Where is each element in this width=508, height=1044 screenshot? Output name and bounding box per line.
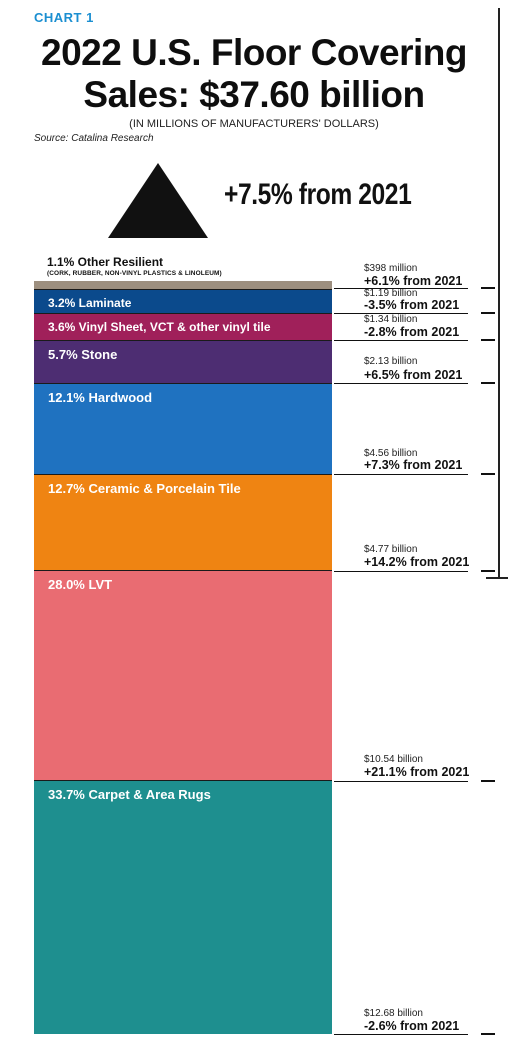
leader-dash [481,287,495,289]
change-stone: +6.5% from 2021 [364,368,463,382]
leader-dash [481,473,495,475]
bar-segment-other-resilient [34,281,332,290]
value-laminate: $1.19 billion [364,288,418,299]
segment-label-laminate: 3.2% Laminate [48,296,132,311]
leader-rule [334,313,468,314]
value-hardwood: $4.56 billion [364,448,418,459]
change-other-resilient: +6.1% from 2021 [364,274,463,288]
value-ceramic: $4.77 billion [364,544,418,555]
leader-rule [334,781,468,782]
segment-label-vinyl-sheet: 3.6% Vinyl Sheet, VCT & other vinyl tile [48,320,271,335]
leader-dash [481,780,495,782]
chart-source: Source: Catalina Research [34,133,154,144]
chart-title-line1: 2022 U.S. Floor Covering [41,32,467,73]
bar-segment-ceramic: 12.7% Ceramic & Porcelain Tile [34,474,332,570]
segment-sublabel-other-resilient: (CORK, RUBBER, NON-VINYL PLASTICS & LINO… [47,270,222,277]
change-vinyl-sheet: -2.8% from 2021 [364,325,460,339]
chart-title-line2: Sales: $37.60 billion [83,74,425,115]
leader-dash [481,382,495,384]
bar-segment-laminate: 3.2% Laminate [34,289,332,314]
bar-segment-lvt: 28.0% LVT [34,569,332,781]
total-growth: +7.5% from 2021 [224,178,412,211]
leader-dash [481,339,495,341]
bar-segment-hardwood: 12.1% Hardwood [34,383,332,475]
change-carpet: -2.6% from 2021 [364,1019,460,1033]
bar-segment-stone: 5.7% Stone [34,340,332,384]
bar-segment-vinyl-sheet: 3.6% Vinyl Sheet, VCT & other vinyl tile [34,313,332,341]
leader-dash [481,312,495,314]
chart-subtitle: (IN MILLIONS OF MANUFACTURERS' DOLLARS) [129,118,379,130]
leader-rule [334,571,468,572]
leader-dash [481,1033,495,1035]
value-lvt: $10.54 billion [364,754,423,765]
leader-rule [334,383,468,384]
frame-right-rule [498,8,500,578]
bar-segment-carpet: 33.7% Carpet & Area Rugs [34,780,332,1034]
value-carpet: $12.68 billion [364,1008,423,1019]
change-hardwood: +7.3% from 2021 [364,458,463,472]
leader-rule [334,474,468,475]
segment-label-ceramic: 12.7% Ceramic & Porcelain Tile [48,481,241,497]
frame-tick [486,577,508,579]
segment-label-hardwood: 12.1% Hardwood [48,390,153,406]
change-lvt: +21.1% from 2021 [364,765,470,779]
up-triangle-icon [108,163,208,238]
leader-rule [334,1034,468,1035]
chart-kicker: CHART 1 [34,10,94,25]
segment-label-other-resilient: 1.1% Other Resilient [47,255,164,269]
leader-dash [481,570,495,572]
segment-label-carpet: 33.7% Carpet & Area Rugs [48,787,211,803]
change-laminate: -3.5% from 2021 [364,298,460,312]
segment-label-stone: 5.7% Stone [48,347,118,363]
leader-rule [334,288,468,289]
value-other-resilient: $398 million [364,263,418,274]
leader-rule [334,340,468,341]
value-vinyl-sheet: $1.34 billion [364,314,418,325]
value-stone: $2.13 billion [364,356,418,367]
segment-label-lvt: 28.0% LVT [48,576,113,592]
change-ceramic: +14.2% from 2021 [364,555,470,569]
